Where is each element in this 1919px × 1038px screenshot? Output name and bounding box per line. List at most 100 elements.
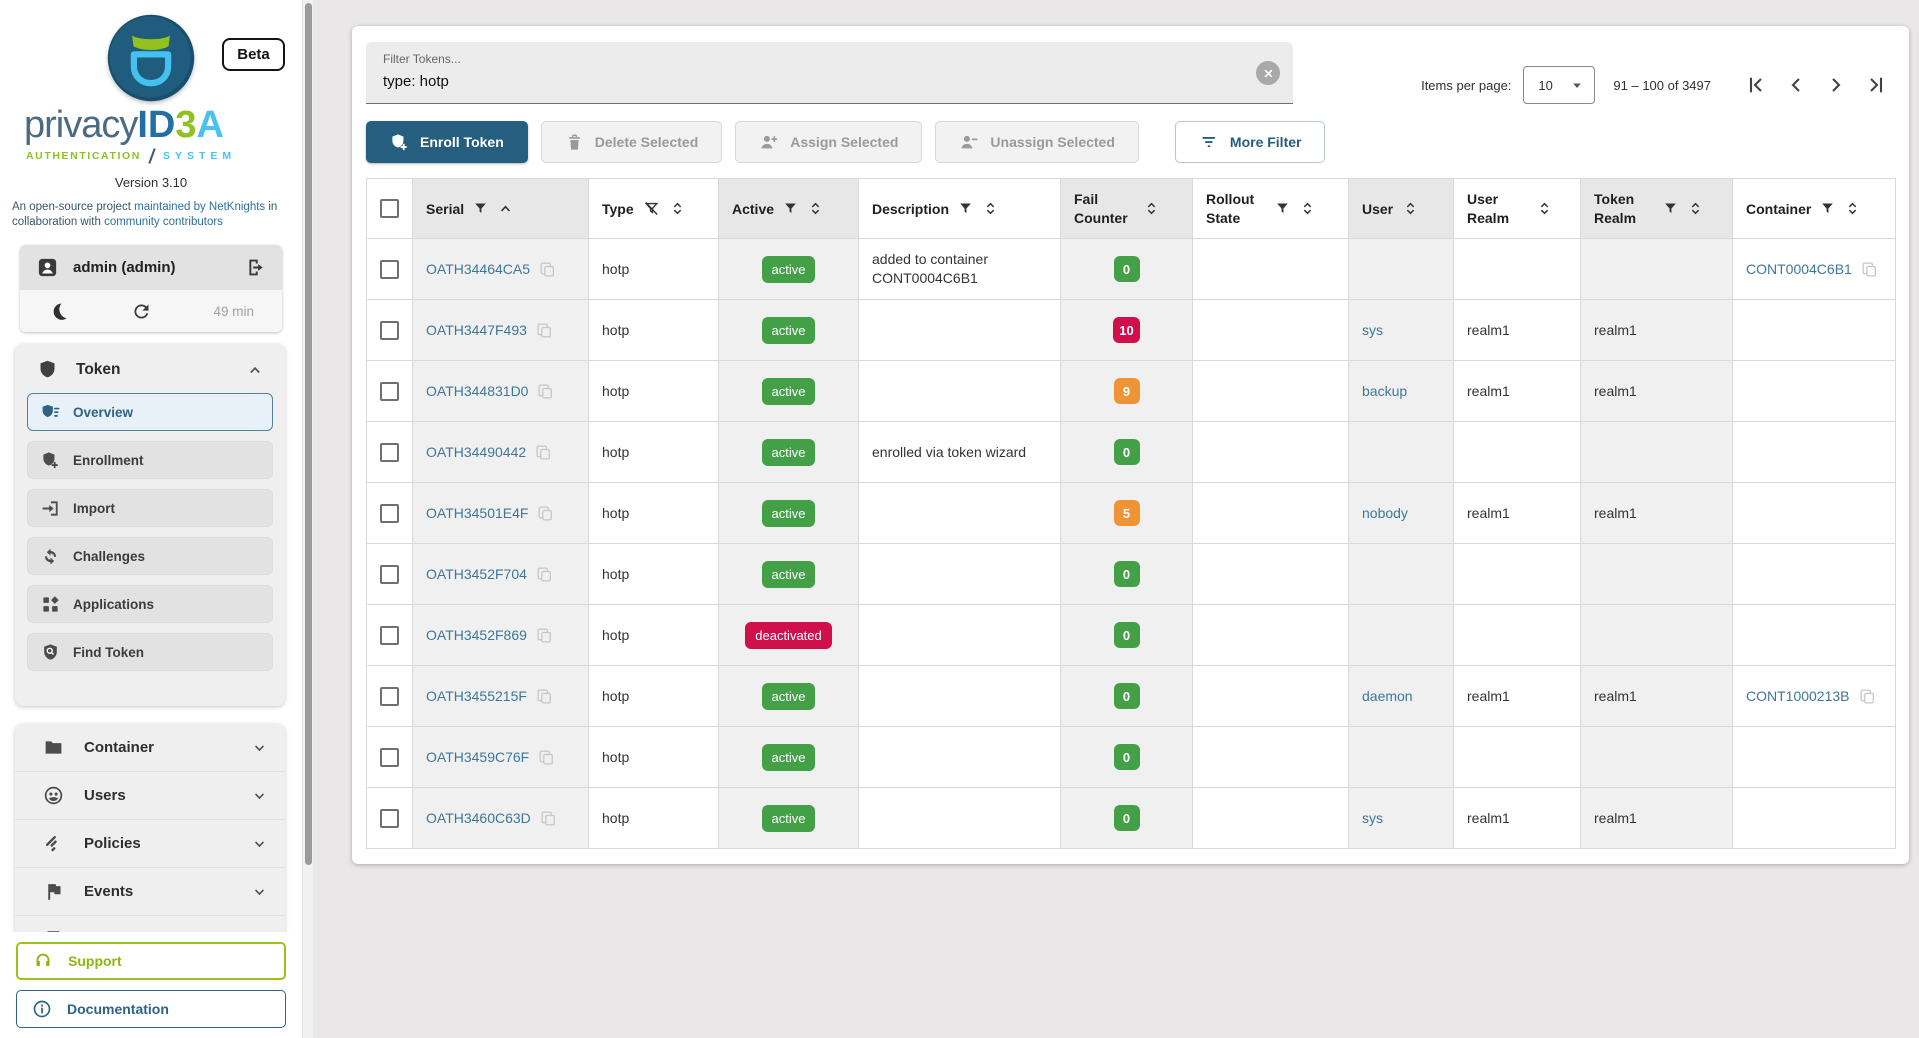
copy-icon[interactable] xyxy=(539,261,556,278)
col-header-container[interactable]: Container xyxy=(1733,179,1896,239)
filter-icon[interactable] xyxy=(1820,201,1835,216)
sort-icon[interactable] xyxy=(669,200,686,217)
copy-icon[interactable] xyxy=(1861,261,1878,278)
serial-link[interactable]: OATH34501E4F xyxy=(426,505,528,521)
netknights-link[interactable]: maintained by NetKnights xyxy=(134,201,265,213)
serial-link[interactable]: OATH344831D0 xyxy=(426,383,528,399)
row-checkbox[interactable] xyxy=(380,443,399,462)
community-contributors-link[interactable]: community contributors xyxy=(104,216,223,228)
copy-icon[interactable] xyxy=(536,688,553,705)
serial-link[interactable]: OATH3452F869 xyxy=(426,627,527,643)
user-link[interactable]: backup xyxy=(1362,383,1407,399)
sidebar-group-users[interactable]: Users xyxy=(15,772,285,820)
col-header-user-realm[interactable]: User Realm xyxy=(1454,179,1581,239)
clear-filter-button[interactable] xyxy=(1256,61,1280,85)
user-link[interactable]: sys xyxy=(1362,322,1383,338)
sidebar-item-enrollment[interactable]: Enrollment xyxy=(27,441,273,479)
chevron-up-icon[interactable] xyxy=(245,360,265,380)
row-checkbox[interactable] xyxy=(380,321,399,340)
support-button[interactable]: Support xyxy=(16,942,286,980)
filter-icon[interactable] xyxy=(1663,201,1678,216)
copy-icon[interactable] xyxy=(536,566,553,583)
serial-link[interactable]: OATH3455215F xyxy=(426,688,527,704)
filter-off-icon[interactable] xyxy=(643,200,660,217)
first-page-button[interactable] xyxy=(1743,72,1769,98)
row-checkbox[interactable] xyxy=(380,260,399,279)
assign-selected-button[interactable]: Assign Selected xyxy=(735,121,922,163)
next-page-button[interactable] xyxy=(1823,72,1849,98)
row-checkbox[interactable] xyxy=(380,687,399,706)
sidebar-item-applications[interactable]: Applications xyxy=(27,585,273,623)
unassign-selected-button[interactable]: Unassign Selected xyxy=(935,121,1139,163)
col-header-token-realm[interactable]: Token Realm xyxy=(1581,179,1733,239)
sidebar-scrollbar[interactable] xyxy=(302,0,313,1038)
row-checkbox[interactable] xyxy=(380,565,399,584)
col-header-serial[interactable]: Serial xyxy=(413,179,589,239)
copy-icon[interactable] xyxy=(538,749,555,766)
container-link[interactable]: CONT1000213B xyxy=(1746,688,1850,704)
dark-mode-icon[interactable] xyxy=(48,301,69,322)
sidebar-group-container[interactable]: Container xyxy=(15,724,285,772)
sidebar-item-challenges[interactable]: Challenges xyxy=(27,537,273,575)
select-all-checkbox[interactable] xyxy=(380,199,399,218)
row-checkbox[interactable] xyxy=(380,626,399,645)
user-link[interactable]: daemon xyxy=(1362,688,1413,704)
copy-icon[interactable] xyxy=(1859,688,1876,705)
serial-link[interactable]: OATH3459C76F xyxy=(426,749,529,765)
row-checkbox[interactable] xyxy=(380,748,399,767)
col-header-type[interactable]: Type xyxy=(589,179,719,239)
scrollbar-thumb[interactable] xyxy=(305,3,312,865)
filter-icon[interactable] xyxy=(473,201,488,216)
copy-icon[interactable] xyxy=(540,810,557,827)
serial-link[interactable]: OATH3452F704 xyxy=(426,566,527,582)
more-filter-button[interactable]: More Filter xyxy=(1175,121,1326,163)
logout-icon[interactable] xyxy=(245,257,266,278)
enroll-token-button[interactable]: Enroll Token xyxy=(366,121,528,163)
col-header-rollout-state[interactable]: Rollout State xyxy=(1193,179,1349,239)
filter-icon[interactable] xyxy=(1275,201,1290,216)
serial-link[interactable]: OATH34490442 xyxy=(426,444,526,460)
sort-icon[interactable] xyxy=(1687,200,1704,217)
row-checkbox[interactable] xyxy=(380,382,399,401)
sort-icon[interactable] xyxy=(1299,200,1316,217)
user-link[interactable]: sys xyxy=(1362,810,1383,826)
sort-icon[interactable] xyxy=(1402,200,1419,217)
col-header-active[interactable]: Active xyxy=(719,179,859,239)
sort-icon[interactable] xyxy=(982,200,999,217)
serial-link[interactable]: OATH3460C63D xyxy=(426,810,531,826)
copy-icon[interactable] xyxy=(536,627,553,644)
sort-icon[interactable] xyxy=(807,200,824,217)
delete-selected-button[interactable]: Delete Selected xyxy=(541,121,723,163)
copy-icon[interactable] xyxy=(537,383,554,400)
previous-page-button[interactable] xyxy=(1783,72,1809,98)
sort-icon[interactable] xyxy=(1536,200,1553,217)
sidebar-item-import[interactable]: Import xyxy=(27,489,273,527)
col-header-description[interactable]: Description xyxy=(859,179,1061,239)
col-header-fail-counter[interactable]: Fail Counter xyxy=(1061,179,1193,239)
filter-tokens-input[interactable]: Filter Tokens... type: hotp xyxy=(366,42,1293,104)
row-checkbox[interactable] xyxy=(380,809,399,828)
documentation-button[interactable]: Documentation xyxy=(16,990,286,1028)
copy-icon[interactable] xyxy=(537,505,554,522)
sidebar-item-overview[interactable]: Overview xyxy=(27,393,273,431)
serial-link[interactable]: OATH3447F493 xyxy=(426,322,527,338)
container-link[interactable]: CONT0004C6B1 xyxy=(1746,261,1852,277)
last-page-button[interactable] xyxy=(1863,72,1889,98)
sort-asc-icon[interactable] xyxy=(497,200,514,217)
sidebar-item-find-token[interactable]: Find Token xyxy=(27,633,273,671)
sort-icon[interactable] xyxy=(1844,200,1861,217)
col-header-user[interactable]: User xyxy=(1349,179,1454,239)
refresh-session-icon[interactable] xyxy=(131,301,152,322)
copy-icon[interactable] xyxy=(535,444,552,461)
page-size-select[interactable]: 10 xyxy=(1523,66,1595,104)
copy-icon[interactable] xyxy=(536,322,553,339)
row-checkbox[interactable] xyxy=(380,504,399,523)
sort-icon[interactable] xyxy=(1143,200,1160,217)
token-menu-header[interactable]: Token xyxy=(15,344,285,393)
filter-icon[interactable] xyxy=(958,201,973,216)
sidebar-group-events[interactable]: Events xyxy=(15,868,285,916)
serial-link[interactable]: OATH34464CA5 xyxy=(426,261,530,277)
user-link[interactable]: nobody xyxy=(1362,505,1408,521)
sidebar-group-policies[interactable]: Policies xyxy=(15,820,285,868)
filter-icon[interactable] xyxy=(783,201,798,216)
